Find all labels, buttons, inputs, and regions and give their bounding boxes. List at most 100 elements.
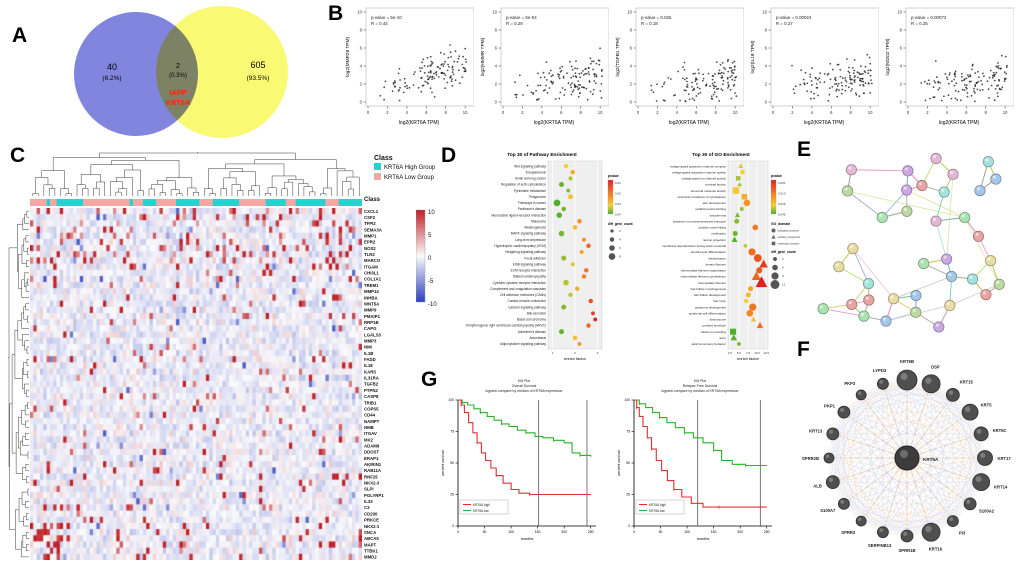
- svg-text:Top 30 of GO Enrichment: Top 30 of GO Enrichment: [692, 152, 750, 158]
- svg-text:S100A2: S100A2: [979, 508, 995, 513]
- svg-text:4: 4: [495, 64, 498, 69]
- svg-text:percent survival: percent survival: [617, 450, 621, 475]
- svg-text:8: 8: [850, 110, 853, 115]
- svg-text:log2(KRT6A TPM): log2(KRT6A TPM): [669, 120, 710, 126]
- go-dotplot: Top 30 of GO Enrichment 2.5 5.0 7.5 10.0 12.5…: [662, 152, 800, 361]
- svg-text:0: 0: [457, 530, 459, 534]
- svg-text:CD200: CD200: [364, 511, 378, 516]
- svg-text:100: 100: [624, 398, 630, 402]
- svg-text:2: 2: [630, 82, 633, 87]
- svg-text:keratinization: keratinization: [708, 256, 726, 260]
- svg-text:(6.2%): (6.2%): [102, 75, 121, 82]
- svg-text:KRT14: KRT14: [994, 484, 1008, 489]
- svg-text:potassium ion transmembrane tr: potassium ion transmembrane transport: [673, 219, 726, 223]
- network-nodes: [817, 152, 1005, 333]
- svg-text:5: 5: [428, 233, 432, 239]
- svg-text:25: 25: [626, 493, 630, 497]
- svg-text:4: 4: [360, 64, 363, 69]
- svg-text:0: 0: [907, 110, 910, 115]
- svg-text:MMD2: MMD2: [364, 555, 377, 560]
- svg-text:MMP1: MMP1: [364, 234, 377, 239]
- go-enrichment-panel: Top 30 of GO Enrichment 2.5 5.0 7.5 10.0 12.5…: [640, 147, 802, 370]
- svg-text:NOS2: NOS2: [364, 246, 376, 251]
- svg-text:KRT6A low: KRT6A low: [649, 509, 665, 513]
- svg-text:2: 2: [495, 82, 498, 87]
- svg-text:-5: -5: [428, 279, 434, 285]
- svg-text:CHI3L1: CHI3L1: [364, 271, 379, 276]
- svg-text:TFPI2: TFPI2: [364, 221, 376, 226]
- svg-text:Parkinson's disease: Parkinson's disease: [518, 207, 546, 211]
- svg-text:CASP8: CASP8: [364, 394, 379, 399]
- svg-text:6: 6: [765, 46, 768, 51]
- svg-text:KM Plot: KM Plot: [518, 379, 530, 383]
- svg-text:TLR2: TLR2: [364, 252, 375, 257]
- svg-text:6: 6: [630, 46, 633, 51]
- svg-text:SPRR2B: SPRR2B: [802, 456, 819, 461]
- svg-text:2: 2: [765, 82, 768, 87]
- svg-text:peptide cross-linking: peptide cross-linking: [699, 226, 727, 230]
- svg-text:Calcium signaling pathway: Calcium signaling pathway: [508, 305, 546, 309]
- svg-text:40: 40: [107, 62, 117, 72]
- svg-text:SPRR1B: SPRR1B: [899, 548, 916, 553]
- svg-text:12.5: 12.5: [763, 351, 769, 355]
- svg-text:KRT6A high: KRT6A high: [473, 503, 490, 507]
- svg-text:MAPK signaling pathway: MAPK signaling pathway: [511, 232, 547, 236]
- svg-text:PKP1: PKP1: [824, 404, 836, 409]
- svg-text:R = 0.18: R = 0.18: [641, 21, 658, 26]
- svg-text:NMI: NMI: [364, 345, 372, 350]
- venn-diagram-panel: 40 (6.2%) 2 (0.3%) 605 (93.5%) IAPP KRT6A: [26, 2, 326, 144]
- svg-text:150: 150: [711, 530, 717, 534]
- svg-text:4: 4: [630, 64, 633, 69]
- svg-text:8: 8: [360, 28, 363, 33]
- scatter-plot-1: 0 2 4 6 8 10 0 2 4 6 8 10 log2(KRT6A TPM) log2(MMP28 …: [345, 7, 474, 126]
- svg-text:4: 4: [900, 64, 903, 69]
- panel-label-g: G: [421, 368, 438, 391]
- svg-text:4: 4: [676, 110, 679, 115]
- ppi-network-panel: [800, 146, 1018, 349]
- svg-text:10: 10: [868, 110, 873, 115]
- svg-text:RRP1B: RRP1B: [364, 320, 379, 325]
- svg-text:AKIRIN1: AKIRIN1: [364, 462, 382, 467]
- svg-text:CSF2: CSF2: [364, 215, 376, 220]
- svg-text:6: 6: [619, 246, 621, 250]
- svg-text:6: 6: [965, 110, 968, 115]
- svg-text:10: 10: [627, 10, 632, 15]
- network-labels: KRT6B DSP KRT15 KRT5 KRT6C KRT17 KRT14 S100A2 PI…: [802, 359, 1011, 553]
- svg-text:neuron projection: neuron projection: [703, 238, 727, 242]
- svg-text:Cell adhesion molecules (CAMs): Cell adhesion molecules (CAMs): [500, 293, 546, 297]
- svg-text:0.04: 0.04: [615, 213, 621, 217]
- svg-text:3: 3: [597, 351, 599, 355]
- svg-text:KRT6A low: KRT6A low: [473, 509, 489, 513]
- svg-text:molecular_function: molecular_function: [778, 242, 800, 246]
- svg-text:log2(KRT6A TPM): log2(KRT6A TPM): [399, 120, 440, 126]
- svg-text:150: 150: [535, 530, 541, 534]
- svg-text:p-value = 5e-10: p-value = 5e-10: [371, 15, 402, 20]
- svg-text:skin development: skin development: [703, 201, 727, 205]
- scatter-points: [514, 47, 603, 101]
- scatter-points: [650, 58, 738, 102]
- svg-text:R = 0.27: R = 0.27: [776, 21, 793, 26]
- svg-text:Melanoma: Melanoma: [531, 219, 546, 223]
- svg-text:10: 10: [428, 210, 435, 216]
- svg-text:2.5: 2.5: [728, 351, 732, 355]
- svg-text:8: 8: [630, 28, 633, 33]
- svg-text:10: 10: [492, 10, 497, 15]
- svg-text:6: 6: [425, 110, 428, 115]
- svg-text:COPS5: COPS5: [364, 406, 379, 411]
- svg-text:250: 250: [588, 530, 594, 534]
- survival-curves-panel: KM Plot Overall Survival logrank compare b…: [436, 374, 782, 566]
- svg-text:50: 50: [659, 530, 663, 534]
- class-legend-item: KRT6A Low Group: [374, 173, 435, 183]
- svg-text:voltage-gated potassium channe: voltage-gated potassium channel activity: [672, 170, 727, 174]
- svg-text:50: 50: [450, 461, 454, 465]
- svg-text:SNCA: SNCA: [364, 530, 376, 535]
- svg-text:0: 0: [628, 524, 630, 528]
- svg-text:ITGAV: ITGAV: [364, 431, 377, 436]
- panel-label-c: C: [10, 144, 26, 167]
- scatter-points: [920, 54, 1008, 103]
- svg-text:7.5: 7.5: [746, 351, 750, 355]
- svg-text:logrank compare by median of K: logrank compare by median of KRT6A expre…: [662, 389, 739, 393]
- svg-text:Cytokine-cytokine receptor int: Cytokine-cytokine receptor interaction: [493, 281, 547, 285]
- svg-text:MARCO: MARCO: [364, 258, 381, 263]
